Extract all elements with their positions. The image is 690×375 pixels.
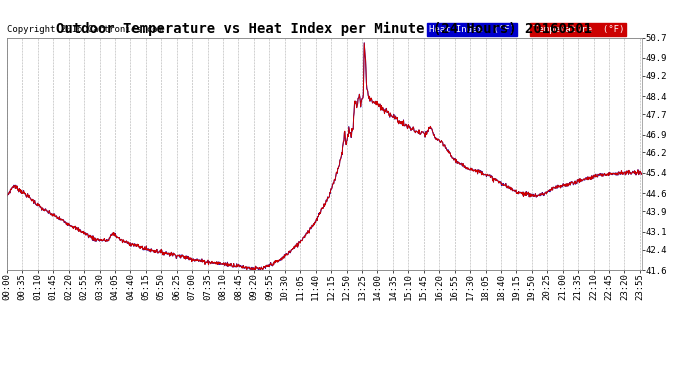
Text: Temperature  (°F): Temperature (°F) bbox=[533, 25, 624, 34]
Text: Heat Index  (°F): Heat Index (°F) bbox=[429, 25, 515, 34]
Title: Outdoor Temperature vs Heat Index per Minute (24 Hours) 20160501: Outdoor Temperature vs Heat Index per Mi… bbox=[57, 22, 592, 36]
Text: Copyright 2016 Cartronics.com: Copyright 2016 Cartronics.com bbox=[7, 25, 163, 34]
